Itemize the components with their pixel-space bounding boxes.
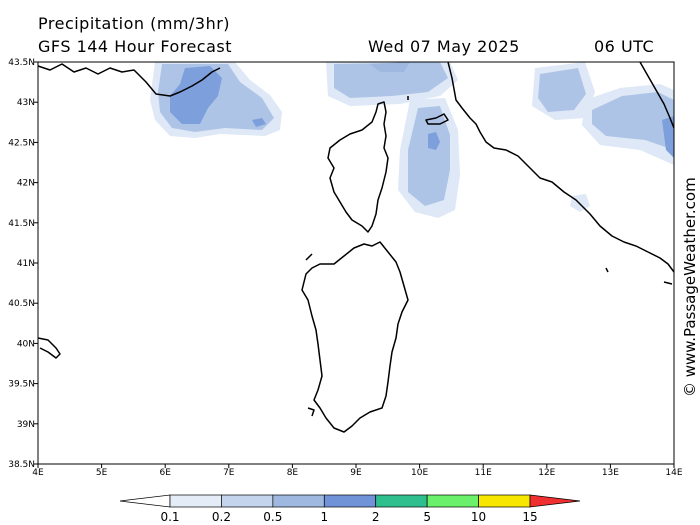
precip-area-adriatic-heavy <box>662 116 674 158</box>
precipitation-map: 4E 5E 6E 7E 8E 9E 10E 11E 12E 13E 14E 43.5N 43N 42.5… <box>8 58 683 478</box>
coast-italy-west <box>447 61 675 273</box>
lat-tick-label: 38.5N <box>8 460 35 470</box>
lat-tick-label: 40.5N <box>8 299 35 309</box>
coast-france-liguria <box>37 63 221 97</box>
lon-tick-label: 11E <box>475 468 492 478</box>
lon-tick-label: 14E <box>665 468 682 478</box>
legend-label: 1 <box>320 510 328 524</box>
lon-tick-label: 13E <box>602 468 619 478</box>
coastlines <box>37 61 675 433</box>
precip-area-genoa-spot <box>252 118 266 127</box>
coast-capri <box>663 281 673 285</box>
precip-area-tuscany-mid <box>334 62 448 98</box>
coast-sant-antioco <box>307 407 315 417</box>
lat-tick-label: 43.5N <box>8 58 35 68</box>
lat-tick-label: 41N <box>17 259 35 269</box>
lat-tick-label: 42N <box>17 179 35 189</box>
precip-area-tyrrhenian-heavy <box>428 132 440 150</box>
coast-sardinia <box>301 241 409 433</box>
coast-asinara <box>305 253 313 261</box>
legend-over-arrow <box>529 494 581 508</box>
model-forecast-label: GFS 144 Hour Forecast <box>38 37 233 56</box>
precip-area-adriatic-mid <box>592 92 674 150</box>
lon-tick-label: 10E <box>411 468 428 478</box>
precip-area-lazio-mid <box>538 68 586 112</box>
lon-tick-label: 5E <box>96 468 108 478</box>
longitude-axis: 4E 5E 6E 7E 8E 9E 10E 11E 12E 13E 14E <box>32 464 683 478</box>
legend-label: 2 <box>372 510 380 524</box>
legend-label: 10 <box>471 510 486 524</box>
latitude-axis: 43.5N 43N 42.5N 42N 41.5N 41N 40.5N 40N 39.5N 39N… <box>8 58 38 470</box>
lon-tick-label: 4E <box>32 468 44 478</box>
legend-swatch <box>478 494 531 508</box>
lat-tick-label: 43N <box>17 98 35 108</box>
legend-swatch <box>375 494 428 508</box>
map-title: Precipitation (mm/3hr) <box>38 14 231 33</box>
lat-tick-label: 41.5N <box>8 219 35 229</box>
precipitation-legend: 0.1 0.2 0.5 1 2 5 10 15 <box>119 494 581 524</box>
lat-tick-label: 40N <box>17 339 35 349</box>
legend-label: 0.5 <box>263 510 282 524</box>
lon-tick-label: 8E <box>287 468 299 478</box>
legend-label: 5 <box>423 510 431 524</box>
legend-swatch <box>221 494 274 508</box>
credit-text: © www.PassageWeather.com <box>681 177 699 397</box>
coast-corsica <box>327 101 389 233</box>
precip-area-genoa-heavy <box>170 66 222 124</box>
lon-tick-label: 6E <box>159 468 171 478</box>
lon-tick-label: 12E <box>538 468 555 478</box>
legend-swatch <box>426 494 479 508</box>
coast-elba <box>425 113 449 125</box>
legend-swatch <box>169 494 222 508</box>
lat-tick-label: 39N <box>17 420 35 430</box>
legend-label: 0.1 <box>160 510 179 524</box>
forecast-time: 06 UTC <box>594 37 655 56</box>
precip-area-tuscany-heavy <box>370 62 410 72</box>
precipitation-areas <box>150 62 674 218</box>
coast-menorca <box>37 337 61 359</box>
legend-under-arrow <box>119 494 171 508</box>
legend-swatch <box>272 494 325 508</box>
lat-tick-label: 39.5N <box>8 380 35 390</box>
legend-label: 15 <box>522 510 537 524</box>
precip-area-tyrrhenian-mid <box>408 106 450 206</box>
legend-swatch <box>323 494 377 508</box>
lon-tick-label: 9E <box>350 468 362 478</box>
legend-label: 0.2 <box>212 510 231 524</box>
lon-tick-label: 7E <box>223 468 235 478</box>
lat-tick-label: 42.5N <box>8 138 35 148</box>
coast-ponza <box>605 267 609 273</box>
forecast-date: Wed 07 May 2025 <box>368 37 520 56</box>
coast-italy-adriatic <box>639 61 675 129</box>
credit-watermark: © www.PassageWeather.com <box>681 177 699 397</box>
